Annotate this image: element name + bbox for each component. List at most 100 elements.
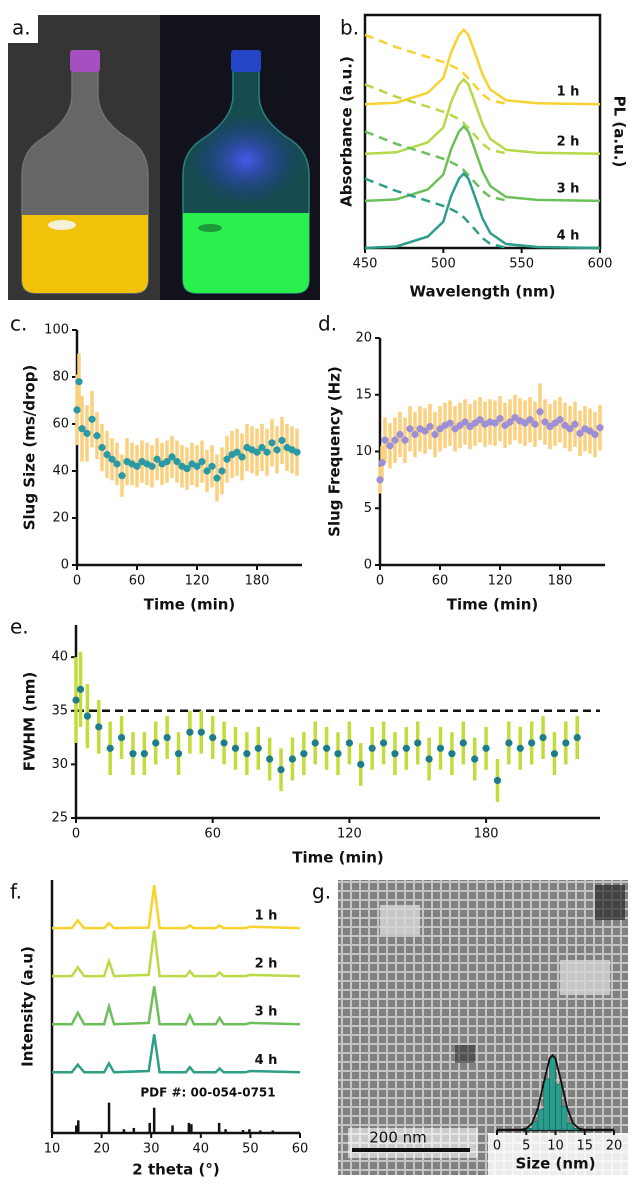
data-point <box>414 739 422 747</box>
panel-label: c. <box>10 312 27 336</box>
data-point <box>72 696 80 704</box>
data-point <box>391 750 399 758</box>
y-axis-title: FWHM (nm) <box>21 672 39 772</box>
data-point <box>345 739 353 747</box>
tem-image <box>338 880 628 1175</box>
data-point <box>118 472 126 480</box>
x-tick-label: 120 <box>337 827 362 842</box>
data-point <box>311 739 319 747</box>
y-tick-label: 35 <box>51 703 68 718</box>
absorbance-line <box>364 177 507 249</box>
data-point <box>75 378 83 386</box>
x-tick-label: 0 <box>493 1139 501 1154</box>
x-axis-title: Size (nm) <box>515 1155 595 1173</box>
panel-label: e. <box>10 615 29 639</box>
data-point <box>152 739 160 747</box>
x-tick-label: 30 <box>143 1142 160 1157</box>
data-point <box>539 733 547 742</box>
data-point <box>254 744 262 752</box>
x-tick-label: 120 <box>185 574 210 589</box>
data-point <box>446 419 454 427</box>
x-tick-label: 180 <box>474 827 499 842</box>
x-tick-label: 10 <box>44 1142 61 1157</box>
series-line <box>52 930 301 978</box>
y-tick-label: 20 <box>52 511 69 526</box>
scale-bar-label: 200 nm <box>369 1129 427 1147</box>
data-point <box>98 443 106 452</box>
data-point <box>263 448 271 456</box>
data-point <box>496 414 504 423</box>
panel-label: b. <box>340 16 359 40</box>
data-point <box>506 418 514 426</box>
x-tick-label: 180 <box>548 574 573 589</box>
data-point <box>381 436 389 444</box>
data-point <box>425 755 433 763</box>
data-point <box>153 455 161 463</box>
x-tick-label: 550 <box>509 257 534 272</box>
y-tick-label: 60 <box>52 417 69 432</box>
series-label: 4 h <box>255 1053 278 1068</box>
x-tick-label: 60 <box>432 574 449 589</box>
data-point <box>129 750 137 758</box>
data-point <box>516 744 524 752</box>
reference-label: PDF #: 00-054-0751 <box>140 1086 275 1100</box>
data-point <box>183 465 191 473</box>
data-point <box>376 476 384 484</box>
y-axis-title: Intensity (a.u) <box>19 946 37 1067</box>
series-label: 2 h <box>255 957 278 972</box>
data-point <box>95 723 103 731</box>
series-line <box>52 884 301 930</box>
data-point <box>78 425 86 433</box>
data-point <box>197 728 205 736</box>
x-tick-label: 15 <box>576 1139 593 1154</box>
data-point <box>163 733 171 742</box>
panel-label: d. <box>318 312 337 336</box>
series-line <box>52 1034 301 1074</box>
x-tick-label: 500 <box>431 257 456 272</box>
x-tick-label: 20 <box>606 1139 623 1154</box>
data-point <box>531 420 539 428</box>
data-point <box>231 744 240 752</box>
data-point <box>208 462 216 470</box>
data-point <box>88 415 96 423</box>
y-tick-label: 0 <box>61 558 69 573</box>
series-line <box>364 28 601 106</box>
y-tick-label: 15 <box>355 387 372 402</box>
x-tick-label: 40 <box>193 1142 210 1157</box>
series-label: 1 h <box>557 85 580 100</box>
y-tick-label: 25 <box>51 811 68 826</box>
data-point <box>386 442 394 450</box>
data-point <box>83 712 91 720</box>
data-point <box>113 460 121 468</box>
data-point <box>426 422 434 431</box>
y-tick-label: 40 <box>52 464 69 479</box>
data-point <box>431 430 439 439</box>
x-tick-label: 60 <box>129 574 146 589</box>
data-point <box>288 755 297 763</box>
data-point <box>73 406 81 414</box>
data-point <box>406 425 414 433</box>
panel-label: g. <box>312 880 331 904</box>
data-point <box>591 430 599 439</box>
y-tick-label: 20 <box>355 331 372 346</box>
y-tick-label: 5 <box>364 501 372 516</box>
data-point <box>556 416 564 424</box>
y-tick-label: 100 <box>44 323 69 338</box>
y-tick-label: 40 <box>51 650 68 665</box>
histogram-bar <box>566 1122 574 1131</box>
panel-label: a. <box>12 16 31 40</box>
data-point <box>186 728 194 736</box>
data-point <box>536 408 544 416</box>
data-point <box>482 744 490 752</box>
x-tick-label: 120 <box>488 574 513 589</box>
data-point <box>209 733 217 742</box>
histogram-bar <box>549 1056 556 1131</box>
series-label: 1 h <box>255 909 278 924</box>
data-point <box>391 436 399 444</box>
y-tick-label: 30 <box>51 757 68 772</box>
x-tick-label: 600 <box>588 257 613 272</box>
data-point <box>396 430 404 439</box>
data-point <box>253 448 261 456</box>
photo <box>8 15 320 300</box>
